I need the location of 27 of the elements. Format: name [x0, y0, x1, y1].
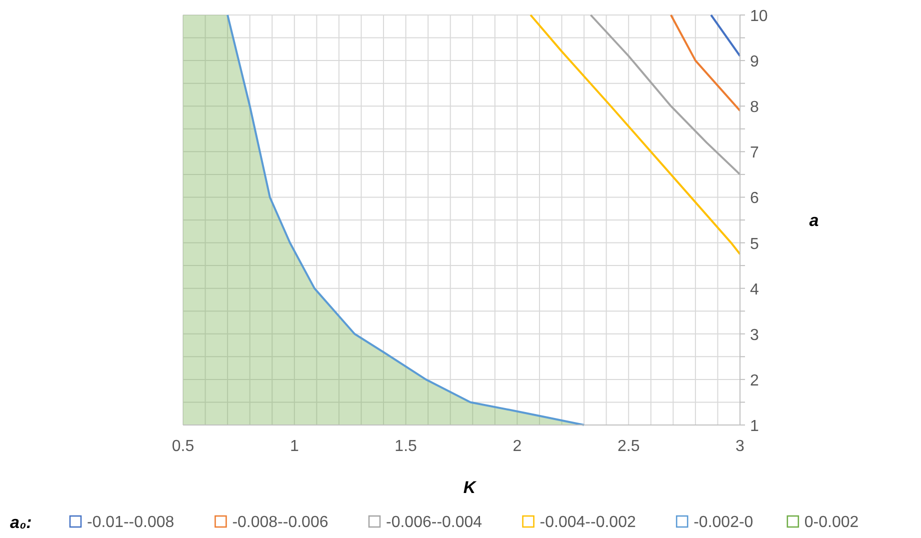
y-tick-label: 10	[750, 8, 768, 25]
y-tick-label: 9	[750, 54, 759, 71]
x-tick-label: 2.5	[617, 438, 640, 455]
line-series	[590, 14, 741, 176]
x-tick-label: 0.5	[172, 438, 194, 455]
y-tick-label: 1	[750, 418, 759, 435]
y-tick-label: 7	[750, 144, 759, 162]
y-tick-label: 6	[750, 190, 759, 208]
legend-label: -0.002-0	[694, 514, 754, 531]
y-tick-label: 8	[750, 99, 759, 116]
x-tick-label: 1	[290, 438, 299, 455]
y-tick-label: 2	[750, 372, 759, 390]
y-tick-label: 5	[750, 236, 759, 253]
legend-label: -0.004--0.002	[540, 514, 636, 531]
legend-label: -0.01--0.008	[87, 514, 174, 531]
legend-label: -0.006--0.004	[386, 514, 482, 531]
legend-label: -0.008--0.006	[232, 514, 328, 531]
x-tick-label: 3	[736, 438, 745, 455]
legend-label: 0-0.002	[804, 514, 859, 531]
legend-title: a₀:	[10, 513, 32, 532]
line-series	[530, 14, 741, 256]
x-axis-title: K	[463, 478, 478, 497]
x-tick-label: 2	[512, 438, 522, 455]
y-tick-label: 4	[750, 281, 759, 298]
y-tick-label: 3	[750, 326, 759, 344]
x-tick-label: 1.5	[394, 438, 418, 455]
y-axis-title: a	[809, 211, 819, 230]
